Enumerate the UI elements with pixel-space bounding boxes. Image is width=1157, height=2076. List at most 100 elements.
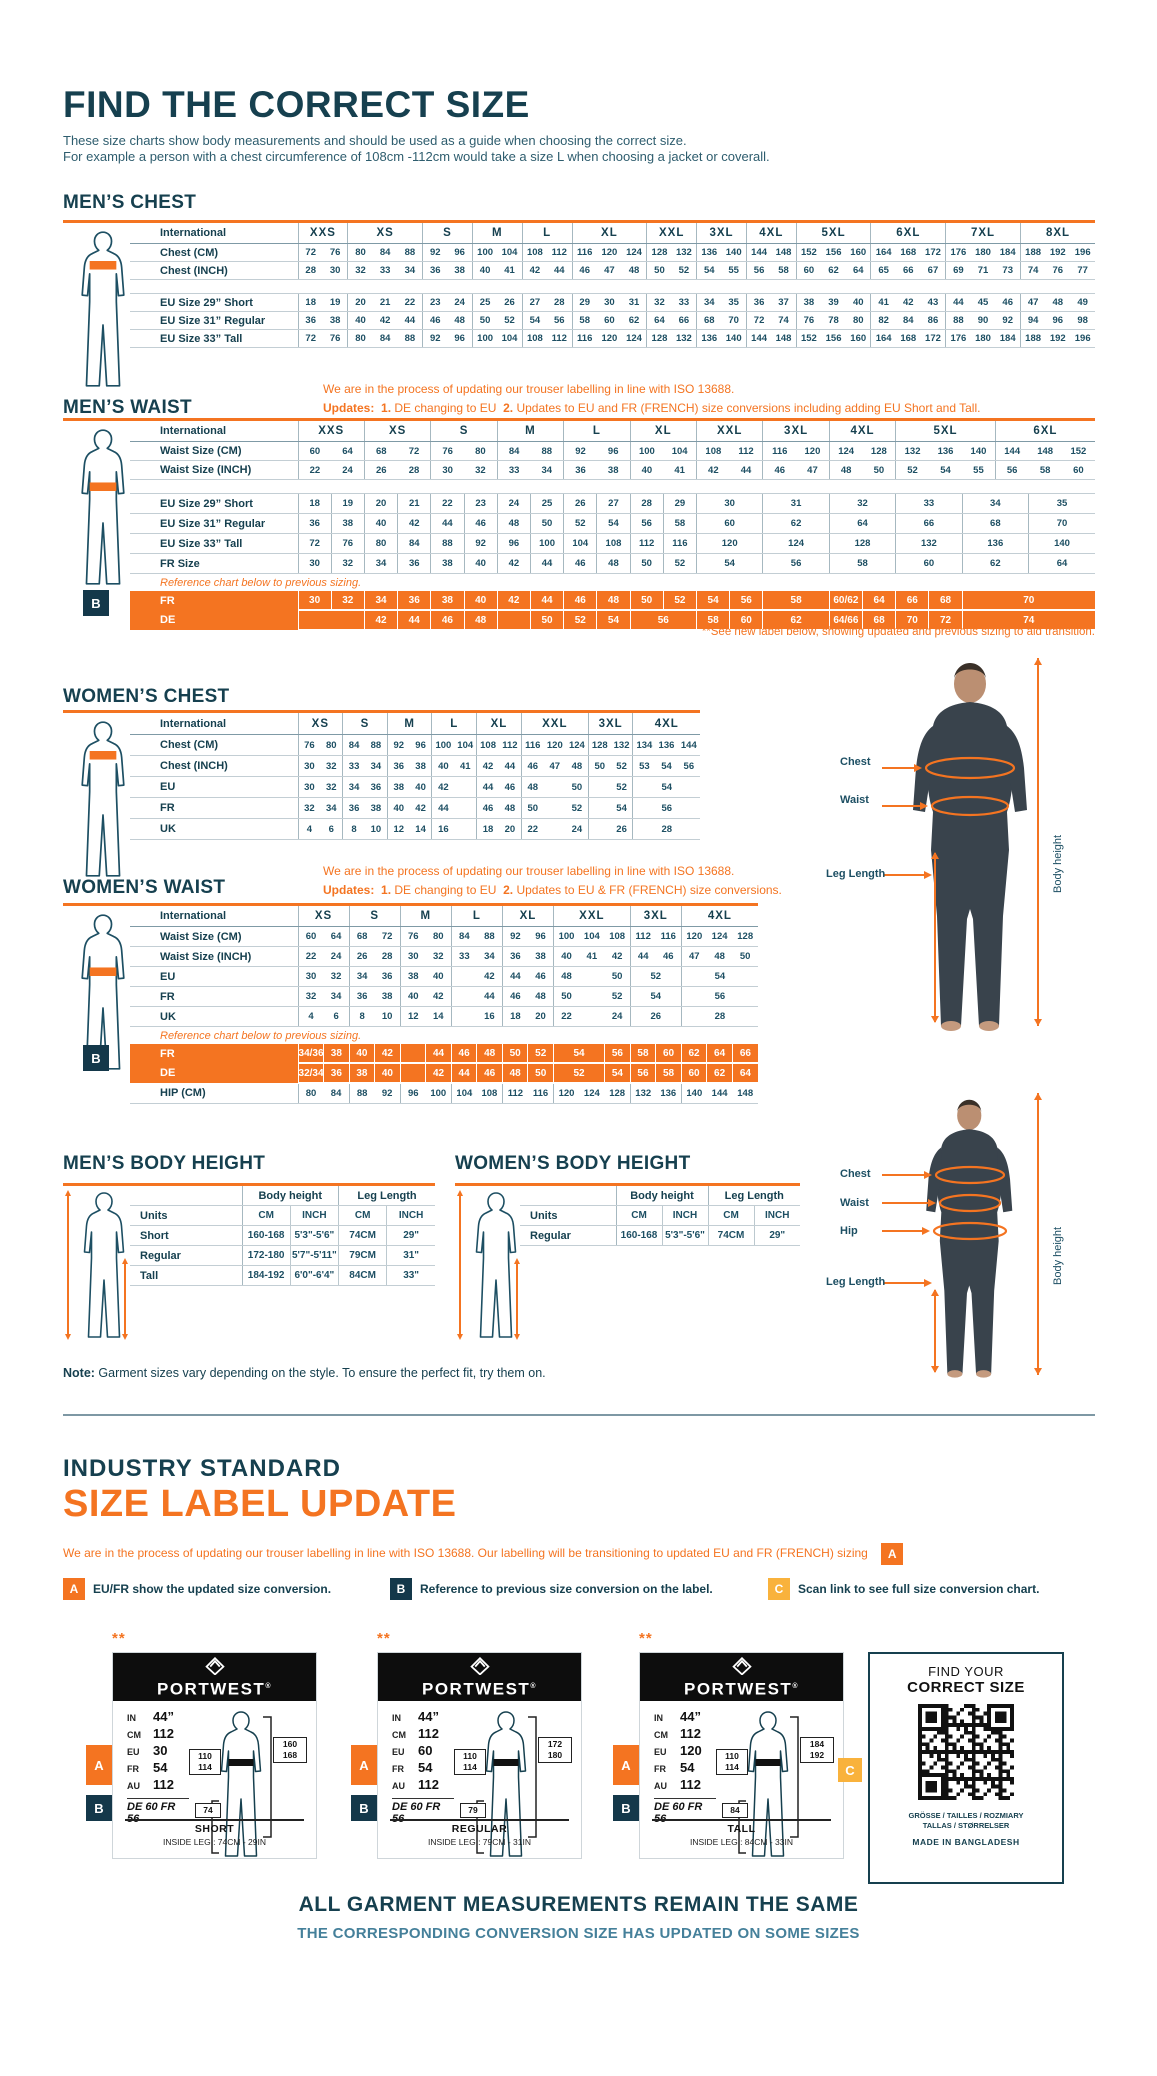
size-cell: 42: [521, 261, 548, 280]
size-cell: 46: [571, 261, 597, 280]
size-cell: 128: [604, 1083, 631, 1104]
measure-label: CM: [392, 1730, 406, 1740]
size-cell: 92: [501, 926, 528, 947]
size-cell: 48: [501, 1063, 528, 1084]
size-cell: 46: [498, 776, 522, 798]
size-cell: 156: [821, 329, 847, 348]
unit-header: INCH: [289, 1205, 339, 1226]
size-cell: 32: [330, 591, 365, 611]
size-cell: 116: [571, 329, 597, 348]
size-cell: 66: [731, 1044, 758, 1064]
size-cell: 34/36: [298, 1044, 324, 1064]
size-cell: 48: [463, 610, 498, 631]
size-cell: 30: [298, 755, 321, 777]
reference-b-badge: B: [83, 1045, 109, 1071]
size-cell: 76: [330, 533, 365, 554]
size-cell: 120: [553, 1083, 580, 1104]
womens-body-height-wrap: Body height Leg Length Units CM INCH CM INCH Re…: [455, 1183, 800, 1340]
size-cell: 172: [920, 329, 946, 348]
measurement-row: EU 120: [654, 1743, 702, 1758]
updated-a-badge: A: [86, 1745, 112, 1785]
size-cell: 128: [646, 243, 672, 262]
size-cell: 77: [1070, 261, 1096, 280]
size-cell: 52: [563, 513, 597, 534]
size-cell: 36: [563, 460, 597, 480]
size-cell: 40: [374, 1063, 401, 1084]
section-divider: [63, 1414, 1095, 1416]
size-cell: 180: [970, 329, 996, 348]
measurement-row: AU 112: [127, 1777, 174, 1792]
size-cell: 54: [655, 755, 678, 777]
size-cell: 64: [731, 1063, 758, 1084]
size-cell: 48: [828, 460, 863, 480]
size-cell: 42: [363, 610, 398, 631]
size-cell: 60: [655, 1044, 682, 1064]
size-cell: 32: [298, 986, 324, 1007]
measure-value: 112: [418, 1777, 439, 1792]
size-cell: 36: [397, 553, 431, 574]
size-cell: 44: [529, 591, 564, 611]
table-row: Chest (CM) 76 80 84 88 92 96 100 104 108 112 116 120…: [130, 734, 700, 756]
size-cell: 84: [342, 734, 365, 756]
size-cell: 48: [447, 311, 473, 330]
units-label: Units: [520, 1205, 617, 1226]
size-cell: 41: [663, 460, 697, 480]
size-cell: 124: [828, 441, 863, 461]
size-cell: 84: [372, 243, 398, 262]
size-cell: 112: [729, 441, 763, 461]
table-row: FR 34/36 38 40 42 44 46 48 50 52 54 56 58 60 62 64 66: [130, 1044, 758, 1064]
size-cell: 54: [696, 261, 722, 280]
size-cell: 33: [450, 946, 477, 967]
size-group-header: M: [386, 713, 432, 735]
size-cell: 26: [497, 293, 523, 312]
womens-body-height-table: Body height Leg Length Units CM INCH CM INCH Re…: [520, 1186, 800, 1246]
size-cell: 50: [565, 776, 589, 798]
size-cell: 30: [298, 553, 332, 574]
reference-note-row: Reference chart below to previous sizing…: [130, 574, 1095, 592]
size-cell: 32: [425, 946, 452, 967]
size-cell: 40: [386, 797, 410, 819]
row-label: Waist Size (CM): [130, 441, 299, 461]
size-cell: 112: [629, 926, 656, 947]
inside-leg: INSIDE LEG : 84CM - 33IN: [690, 1837, 793, 1847]
size-cell: [587, 776, 611, 798]
size-cell: 44: [397, 311, 423, 330]
size-cell: 68: [363, 441, 398, 461]
size-cell: 48: [527, 986, 554, 1007]
size-cell: 60: [729, 610, 763, 631]
waist-label: Waist: [840, 794, 869, 806]
measurement-row: FR 54: [654, 1760, 694, 1775]
size-cell: 76: [795, 311, 822, 330]
size-cell: 18: [298, 493, 332, 514]
measure-label: FR: [392, 1764, 404, 1774]
unit-header: CM: [707, 1205, 754, 1226]
size-cell: 34: [320, 797, 343, 819]
size-cell: 168: [895, 243, 921, 262]
size-cell: 54: [695, 591, 730, 611]
inside-leg: INSIDE LEG : 74CM - 29IN: [163, 1837, 266, 1847]
table-row: FR Size 30 32 34 36 38 40 42 44 46 48 50 52 54 56 58 60 6…: [130, 553, 1095, 574]
size-group-header: L: [521, 223, 573, 244]
row-label: DE: [130, 1063, 299, 1083]
intro-line-1: These size charts show body measurements…: [63, 133, 687, 148]
size-cell: [579, 1006, 605, 1027]
measure-label: CM: [654, 1730, 668, 1740]
size-cell: 136: [655, 734, 678, 756]
size-cell: 124: [621, 329, 647, 348]
size-group-header: 4XL: [828, 421, 896, 442]
size-cell: 144: [677, 734, 700, 756]
row-label: Chest (CM): [130, 734, 299, 756]
size-cell: 148: [732, 1083, 758, 1104]
size-cell: 196: [1070, 243, 1096, 262]
size-cell: 60: [795, 261, 822, 280]
size-cell: 55: [962, 460, 996, 480]
size-cell: 76: [322, 329, 348, 348]
size-cell: 50: [553, 986, 580, 1007]
size-cell: 34: [363, 553, 398, 574]
size-cell: 44: [729, 460, 763, 480]
size-cell: 6: [323, 1006, 350, 1027]
inside-leg: INSIDE LEG : 79CM - 31IN: [428, 1837, 531, 1847]
table-row: EU Size 29” Short 18 19 20 21 22 23 24 25 26 27 28 2…: [130, 493, 1095, 514]
table-row: Waist Size (CM) 60 64 68 72 76 80 84 88 92 96 100 10…: [130, 441, 1095, 461]
size-cell: 69: [945, 261, 971, 280]
